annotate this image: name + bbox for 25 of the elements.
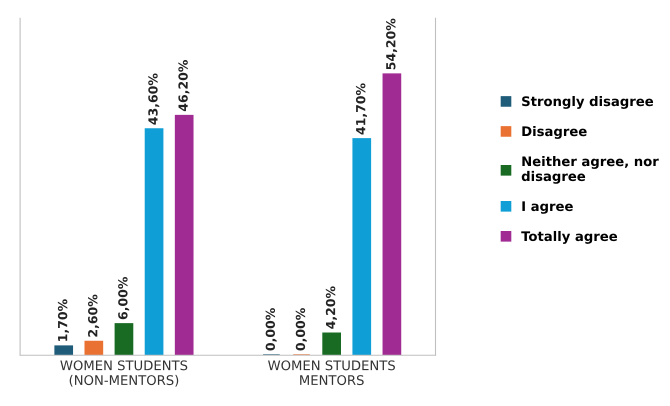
x-tick-label: WOMEN STUDENTS MENTORS [268,360,395,386]
legend-label: Disagree [522,126,587,139]
data-label: 0,00% [296,308,307,350]
data-label: 1,70% [58,299,69,341]
bar [54,345,74,356]
bar [114,323,134,356]
data-label: 0,00% [266,308,277,350]
data-label: 2,60% [88,294,100,337]
data-label: 46,20% [178,60,190,112]
data-label: 41,70% [356,83,367,134]
data-label: 4,20% [326,286,337,329]
data-label: 6,00% [118,277,130,320]
bar [84,340,104,356]
legend-label: I agree [522,201,573,214]
bar [322,332,342,356]
bar [144,128,164,356]
data-label: 54,20% [386,18,398,70]
legend-label: Totally agree [521,230,618,244]
x-tick-label: WOMEN STUDENTS (NON-MENTORS) [60,360,188,387]
data-label: 43,60% [148,74,160,125]
bar [174,114,194,356]
legend-label: Strongly disagree [522,96,654,109]
bar [352,138,372,356]
bar [382,73,402,356]
legend-label: Neither agree, nor disagree [522,156,659,184]
